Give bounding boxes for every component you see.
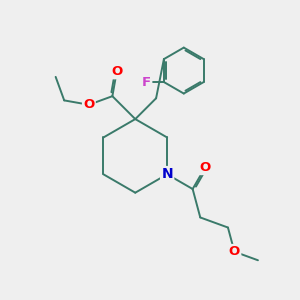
Text: F: F (142, 76, 151, 88)
Text: O: O (229, 245, 240, 258)
Text: O: O (200, 161, 211, 174)
Text: O: O (83, 98, 94, 111)
Text: N: N (161, 167, 173, 181)
Text: O: O (111, 65, 122, 78)
